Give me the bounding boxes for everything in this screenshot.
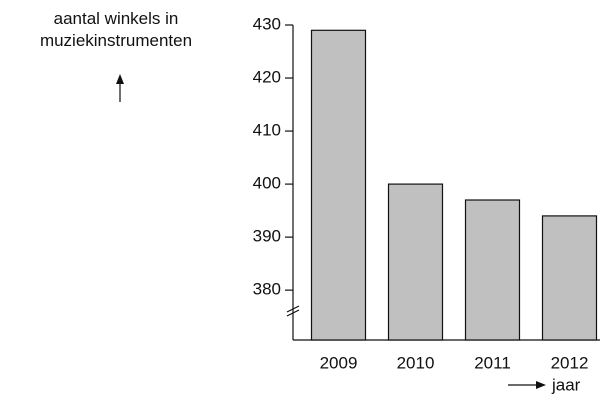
y-tick-label: 420 xyxy=(253,68,281,87)
bar xyxy=(387,183,444,341)
x-arrow-head xyxy=(536,381,546,389)
bar xyxy=(464,199,521,341)
x-tick-label: 2010 xyxy=(397,353,435,372)
x-axis-label: jaar xyxy=(551,375,581,394)
y-arrow-head xyxy=(116,74,124,84)
bar xyxy=(541,215,598,341)
y-axis-label: aantal winkels in muziekinstrumenten xyxy=(39,9,193,50)
x-tick-label: 2012 xyxy=(551,353,589,372)
axis-break xyxy=(286,305,300,317)
x-tick-label: 2009 xyxy=(320,353,358,372)
y-tick-label: 400 xyxy=(253,174,281,193)
x-tick-label: 2011 xyxy=(474,353,511,372)
y-tick-label: 380 xyxy=(253,280,281,299)
y-tick-label: 430 xyxy=(253,14,281,33)
bar xyxy=(310,29,367,341)
y-tick-label: 390 xyxy=(253,227,281,246)
y-tick-label: 410 xyxy=(253,121,281,140)
